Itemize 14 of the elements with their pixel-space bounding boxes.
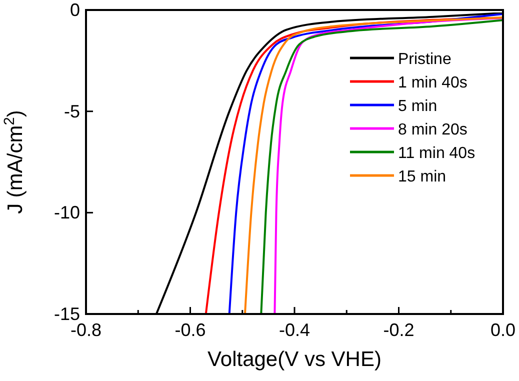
legend-label: 1 min 40s — [398, 74, 468, 92]
legend-label: 8 min 20s — [398, 122, 468, 138]
x-tick-label: -0.4 — [278, 320, 310, 340]
legend-label: 15 min — [398, 168, 446, 186]
legend-label: 11 min 40s — [398, 145, 476, 162]
x-tick-label: -0.6 — [174, 320, 206, 340]
x-tick-label: -0.2 — [383, 320, 414, 340]
x-tick-label: 0.0 — [490, 320, 516, 340]
y-tick-label: -10 — [54, 202, 80, 223]
x-axis-title: Voltage(V vs VHE) — [208, 348, 382, 371]
legend-label: 5 min — [398, 98, 438, 115]
legend-label: Pristine — [398, 51, 452, 68]
y-tick-label: 0 — [70, 0, 80, 20]
y-tick-label: -5 — [64, 101, 80, 122]
